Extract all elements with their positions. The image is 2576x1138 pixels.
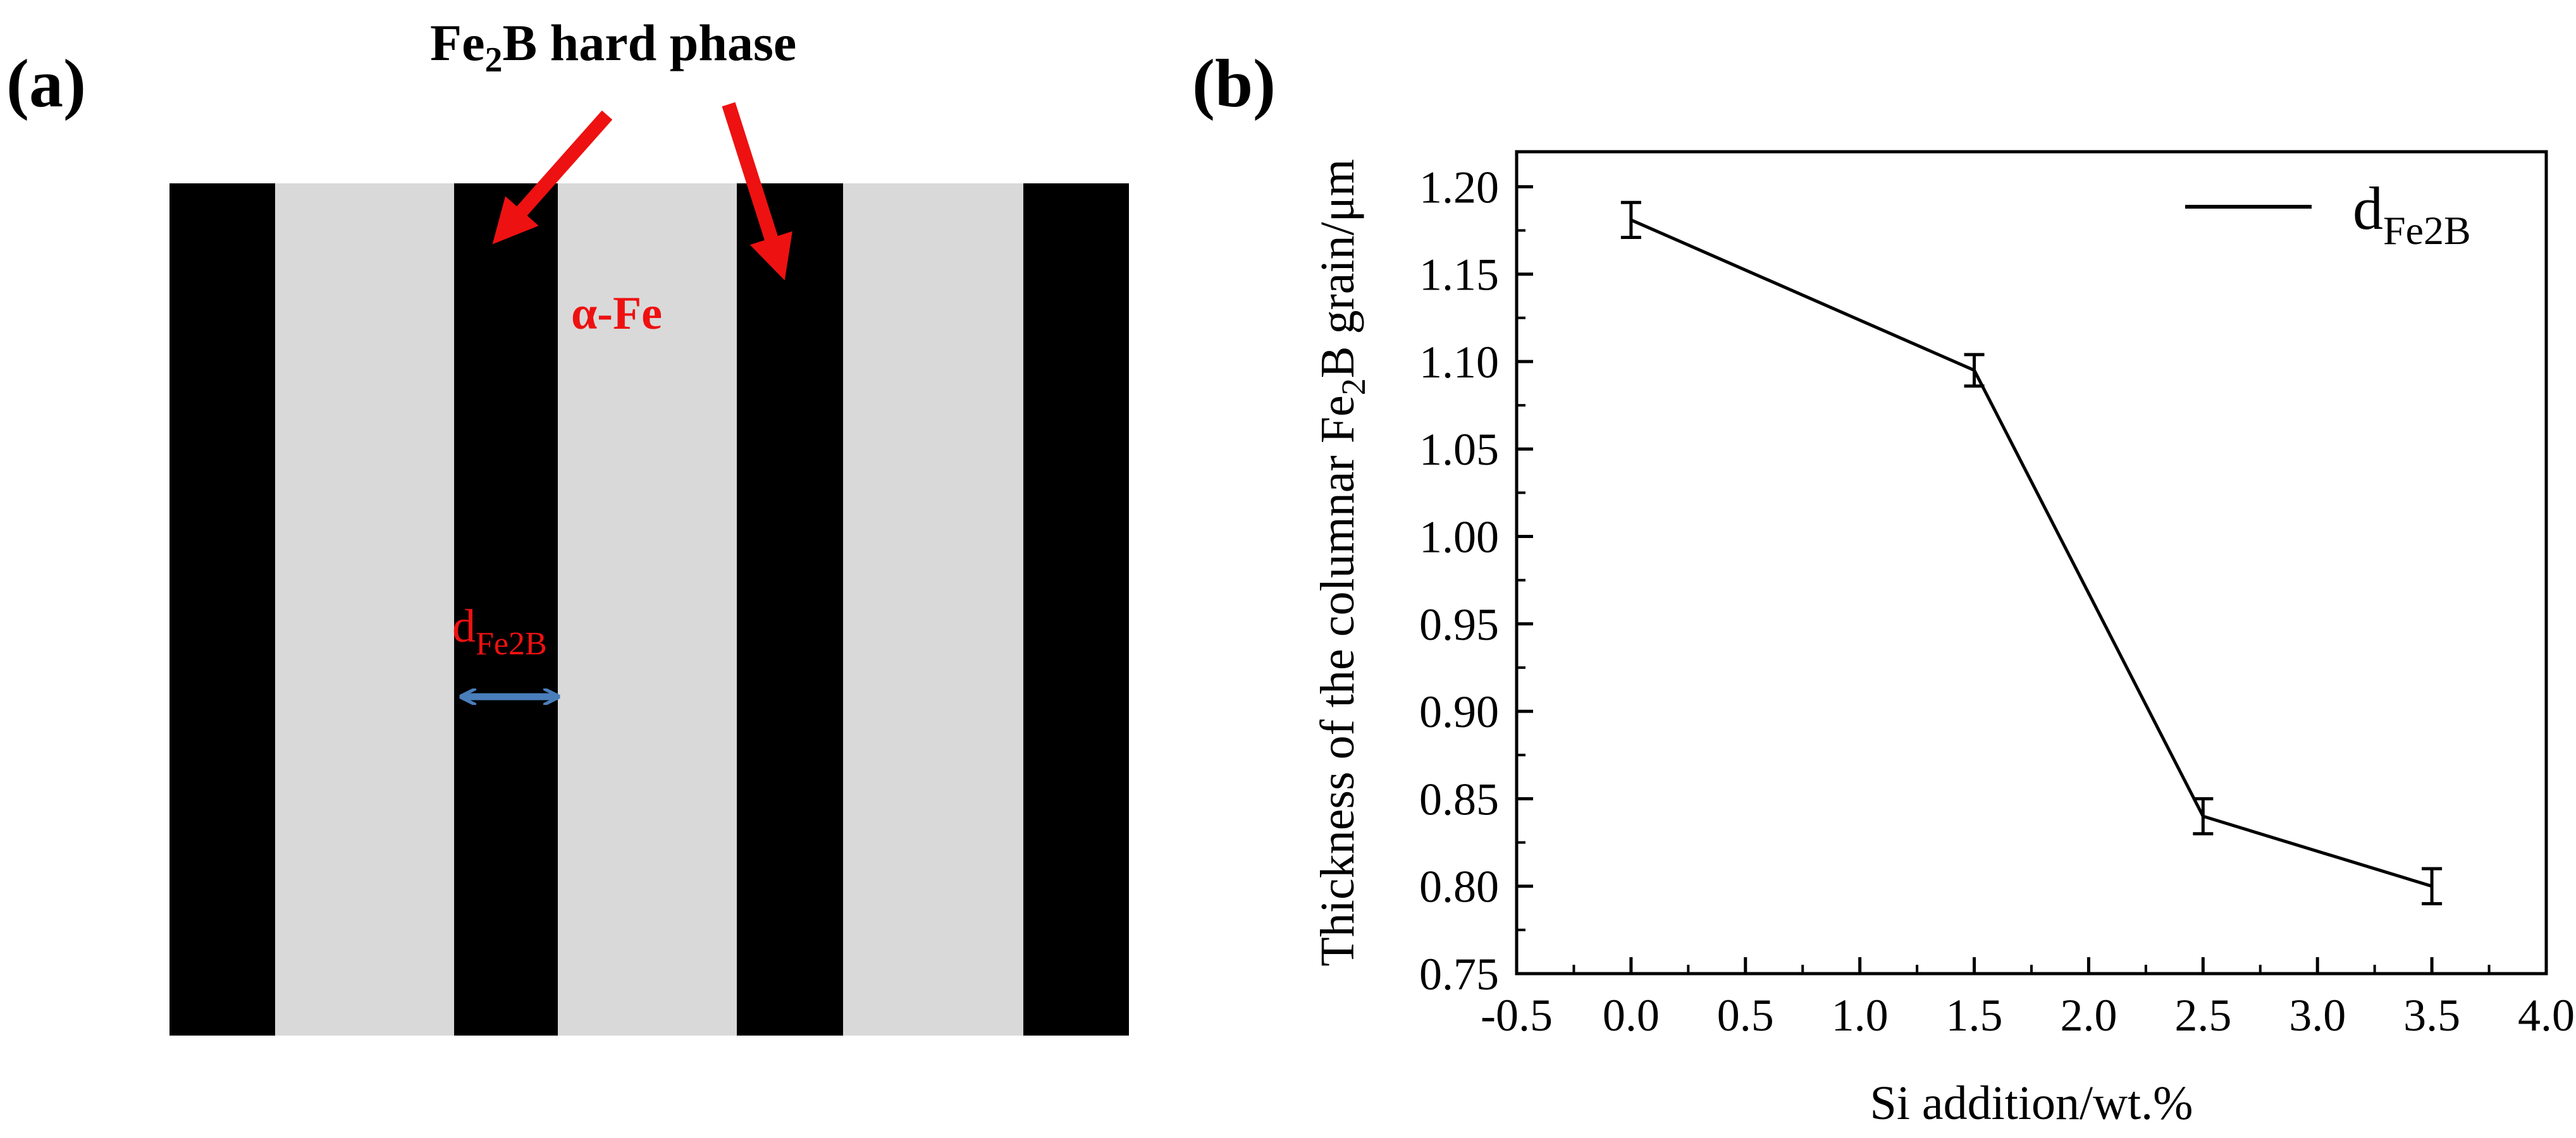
x-tick-label: 1.5 (1946, 990, 2003, 1041)
x-tick-label: 3.5 (2403, 990, 2460, 1041)
x-tick-label: 0.0 (1603, 990, 1660, 1041)
matrix-band (843, 183, 1023, 1036)
y-tick-label: 0.75 (1419, 949, 1499, 1000)
error-bar (1964, 353, 1985, 388)
x-tick-label: 2.5 (2174, 990, 2231, 1041)
x-tick-label: 0.5 (1717, 990, 1774, 1041)
y-tick-label: 1.00 (1419, 512, 1499, 563)
matrix-band (275, 183, 454, 1036)
y-tick-label: 1.20 (1419, 162, 1499, 212)
y-tick-label: 1.05 (1419, 424, 1499, 475)
y-tick-label: 0.95 (1419, 599, 1499, 650)
error-bar (2422, 867, 2443, 905)
hard-phase-band (169, 183, 275, 1036)
x-axis-title: Si addition/wt.% (1870, 1077, 2193, 1130)
microstructure-schematic (169, 183, 1129, 1036)
hard-phase-arrow-left (492, 110, 613, 245)
matrix-label: α-Fe (571, 288, 662, 340)
x-tick-label: -0.5 (1481, 990, 1553, 1041)
hard-phase-band (737, 183, 843, 1036)
hard-phase-label: Fe2B hard phase (430, 14, 796, 80)
legend: dFe2B (2185, 174, 2471, 253)
x-tick-label: 1.0 (1832, 990, 1889, 1041)
thickness-label: dFe2B (452, 601, 547, 662)
y-axis: 0.75 0.80 0.85 0.90 0.95 1.00 1.05 1.10 1.15 1.20 (1419, 162, 1533, 1000)
data-series (1620, 200, 2443, 905)
hard-phase-band (1023, 183, 1129, 1036)
x-tick-label: 3.0 (2289, 990, 2346, 1041)
x-axis: -0.5 0.0 0.5 1.0 1.5 2.0 2.5 3.0 3.5 4.0 (1481, 957, 2575, 1041)
y-tick-label: 1.10 (1419, 337, 1499, 388)
error-bar (1620, 200, 1641, 240)
y-tick-label: 0.90 (1419, 687, 1499, 737)
error-bar (2193, 797, 2214, 836)
x-tick-label: 4.0 (2518, 990, 2575, 1041)
panel-b: (b) -0.5 0.0 0.5 1.0 1.5 2.0 2.5 3.0 3.5 4.0 0.75… (1192, 46, 2575, 1130)
y-axis-title: Thickness of the columnar Fe2B grain/μm (1311, 159, 1372, 966)
series-line (1630, 218, 2432, 888)
plot-frame (1515, 150, 2548, 976)
matrix-band (558, 183, 737, 1036)
panel-a: (a) Fe2B hard phase α-Fe dFe2B (6, 14, 1129, 1036)
y-tick-label: 0.80 (1419, 862, 1499, 912)
hard-phase-band (454, 183, 558, 1036)
x-tick-label: 2.0 (2060, 990, 2117, 1041)
y-tick-label: 1.15 (1419, 250, 1499, 300)
legend-label: dFe2B (2353, 174, 2471, 253)
hard-phase-arrow-right (722, 102, 792, 281)
y-tick-label: 0.85 (1419, 774, 1499, 824)
panel-a-label: (a) (6, 46, 86, 121)
panel-b-label: (b) (1192, 46, 1276, 121)
